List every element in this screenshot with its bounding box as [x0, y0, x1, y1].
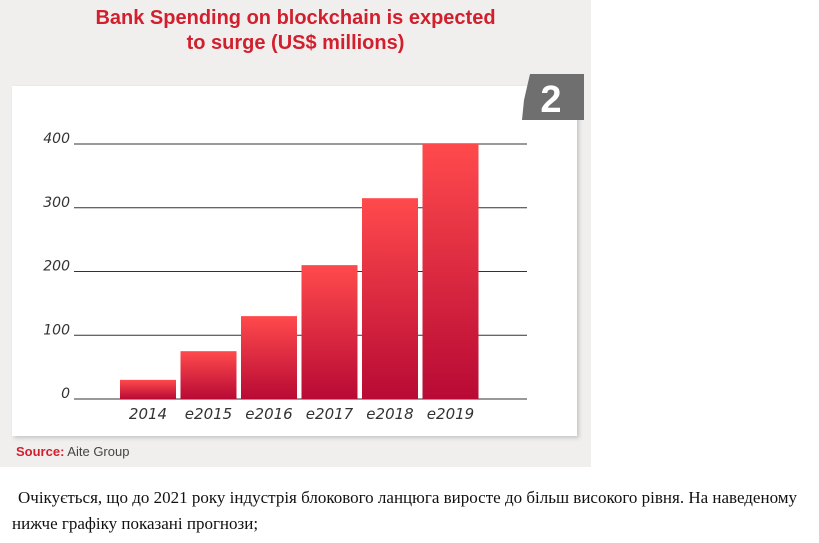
bar-e2017	[301, 265, 358, 399]
bar-e2018	[362, 198, 418, 399]
y-tick-label: 200	[43, 259, 70, 275]
bars	[120, 144, 479, 399]
x-tick-label: e2015	[185, 405, 232, 423]
x-tick-label: e2017	[306, 405, 354, 423]
chart-title: Bank Spending on blockchain is expected …	[95, 7, 496, 54]
x-tick-label: e2016	[245, 405, 292, 423]
y-tick-label: 300	[43, 195, 70, 211]
bar-e2016	[241, 316, 297, 399]
x-tick-label: 2014	[129, 405, 167, 423]
y-tick-label: 0	[61, 386, 70, 402]
source-text: Aite Group	[64, 444, 130, 459]
badge-shape	[522, 74, 584, 120]
chart-figure: Bank Spending on blockchain is expected …	[0, 0, 591, 467]
bar-e2015	[180, 351, 237, 399]
source-label: Source:	[16, 444, 65, 459]
source-note: Source: Aite Group	[16, 444, 129, 459]
badge-number: 2	[540, 79, 562, 121]
y-axis-ticks: 0 100 200 300 400	[43, 131, 70, 402]
bar-chart: 0 100 200 300 400 2014 e2015 e2016 e2017 e2018 e2…	[43, 131, 527, 423]
x-axis-ticks: 2014 e2015 e2016 e2017 e2018 e2019	[129, 405, 474, 423]
bar-2014	[120, 379, 176, 399]
y-tick-label: 400	[43, 131, 70, 147]
y-tick-label: 100	[43, 322, 70, 338]
x-tick-label: e2019	[427, 405, 474, 423]
bar-e2019	[422, 144, 479, 399]
x-tick-label: e2018	[366, 405, 413, 423]
caption-paragraph: Очікується, що до 2021 року індустрія бл…	[12, 488, 798, 533]
